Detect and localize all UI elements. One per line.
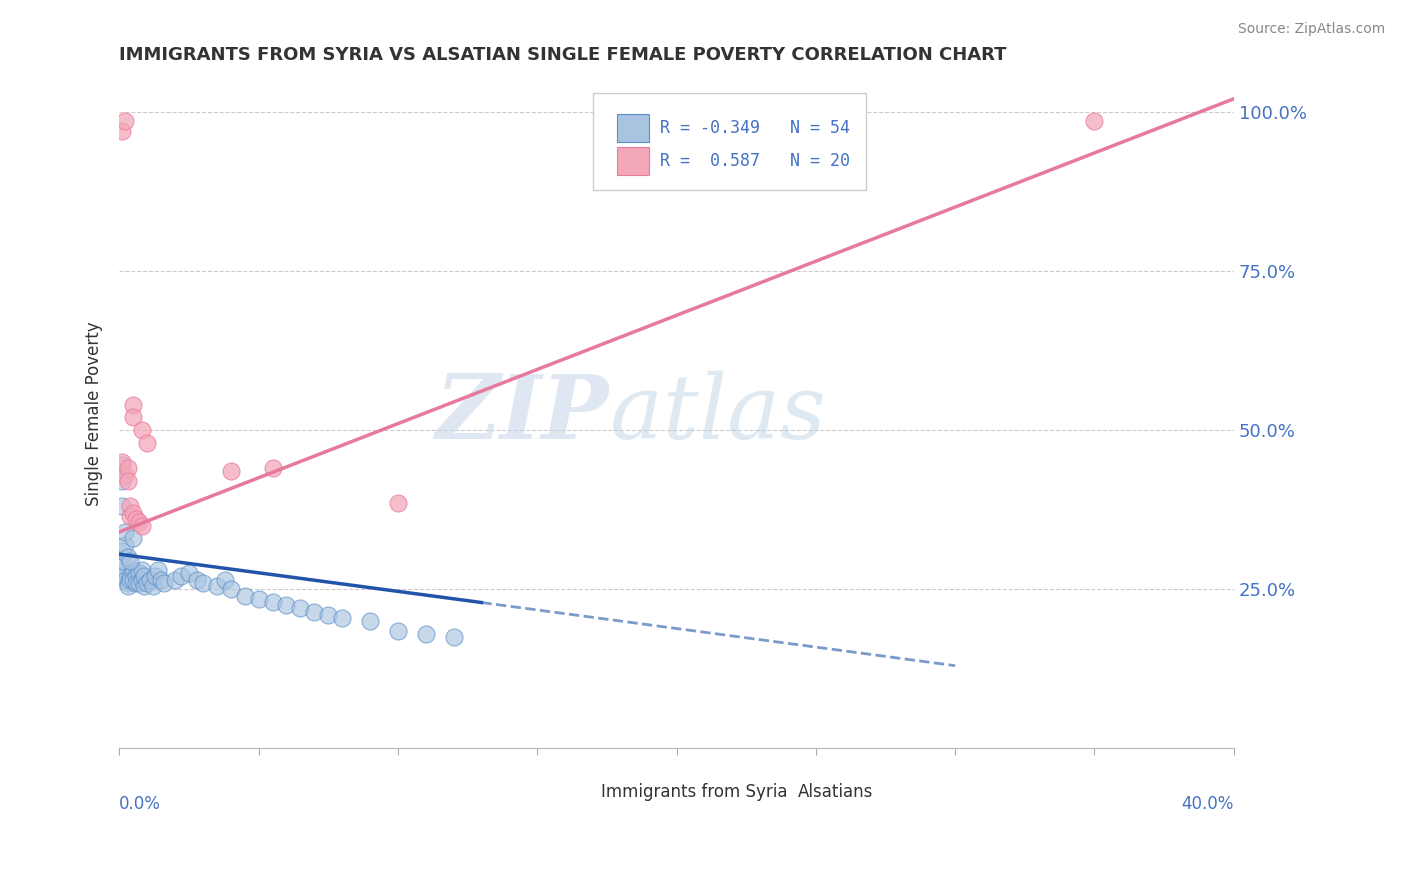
Point <box>111 544 134 558</box>
Point <box>125 569 148 583</box>
Point <box>114 573 136 587</box>
Point <box>276 598 298 612</box>
FancyBboxPatch shape <box>593 93 866 190</box>
Point <box>136 575 159 590</box>
Point <box>330 611 353 625</box>
Text: Alsatians: Alsatians <box>799 783 873 801</box>
Point <box>233 589 256 603</box>
Point <box>114 524 136 539</box>
Point <box>131 573 153 587</box>
Point <box>114 114 136 128</box>
Point <box>122 573 145 587</box>
Point <box>111 458 134 472</box>
Point <box>148 563 170 577</box>
Point <box>111 500 134 514</box>
Point <box>111 553 134 567</box>
Point <box>142 579 165 593</box>
Point <box>120 500 142 514</box>
Point <box>219 582 242 597</box>
Text: R = -0.349   N = 54: R = -0.349 N = 54 <box>659 119 849 136</box>
Point <box>111 474 134 488</box>
Point <box>262 595 284 609</box>
Point <box>205 579 228 593</box>
Text: R =  0.587   N = 20: R = 0.587 N = 20 <box>659 153 849 170</box>
Point <box>122 410 145 425</box>
Bar <box>617 114 648 142</box>
Point <box>1083 114 1105 128</box>
Point <box>169 569 191 583</box>
Text: Immigrants from Syria: Immigrants from Syria <box>600 783 787 801</box>
Point <box>131 423 153 437</box>
Point <box>153 575 176 590</box>
Bar <box>565 782 589 802</box>
Point <box>111 123 134 137</box>
Point <box>117 579 139 593</box>
Point <box>122 506 145 520</box>
Point <box>120 573 142 587</box>
Point <box>117 461 139 475</box>
Point <box>359 614 381 628</box>
Point <box>443 630 465 644</box>
Point <box>191 575 214 590</box>
Point <box>120 569 142 583</box>
Point <box>122 531 145 545</box>
Point <box>117 575 139 590</box>
Point <box>304 605 326 619</box>
Point <box>387 624 409 638</box>
Point <box>131 563 153 577</box>
Point <box>387 496 409 510</box>
Bar <box>617 147 648 176</box>
Point <box>120 508 142 523</box>
Point <box>111 569 134 583</box>
Point <box>122 397 145 411</box>
Point <box>114 563 136 577</box>
Text: Source: ZipAtlas.com: Source: ZipAtlas.com <box>1237 22 1385 37</box>
Point <box>316 607 339 622</box>
Point <box>139 573 162 587</box>
Point <box>114 538 136 552</box>
Point <box>122 563 145 577</box>
Y-axis label: Single Female Poverty: Single Female Poverty <box>86 322 103 507</box>
Point <box>111 455 134 469</box>
Point <box>214 573 236 587</box>
Text: atlas: atlas <box>610 371 825 458</box>
Point <box>145 569 167 583</box>
Point <box>163 573 186 587</box>
Point <box>120 553 142 567</box>
Point <box>177 566 200 581</box>
Point <box>136 435 159 450</box>
Text: 40.0%: 40.0% <box>1181 796 1234 814</box>
Point <box>262 461 284 475</box>
Point <box>128 575 150 590</box>
Point <box>125 512 148 526</box>
Text: IMMIGRANTS FROM SYRIA VS ALSATIAN SINGLE FEMALE POVERTY CORRELATION CHART: IMMIGRANTS FROM SYRIA VS ALSATIAN SINGLE… <box>120 46 1007 64</box>
Bar <box>762 782 787 802</box>
Point <box>131 518 153 533</box>
Point <box>125 575 148 590</box>
Text: ZIP: ZIP <box>436 371 610 458</box>
Point <box>150 573 173 587</box>
Point <box>117 550 139 565</box>
Point <box>128 516 150 530</box>
Point <box>117 474 139 488</box>
Point <box>134 579 156 593</box>
Point <box>128 566 150 581</box>
Point <box>186 573 208 587</box>
Text: 0.0%: 0.0% <box>120 796 162 814</box>
Point <box>247 591 270 606</box>
Point <box>415 627 437 641</box>
Point <box>219 464 242 478</box>
Point <box>290 601 312 615</box>
Point <box>134 569 156 583</box>
Point <box>114 467 136 482</box>
